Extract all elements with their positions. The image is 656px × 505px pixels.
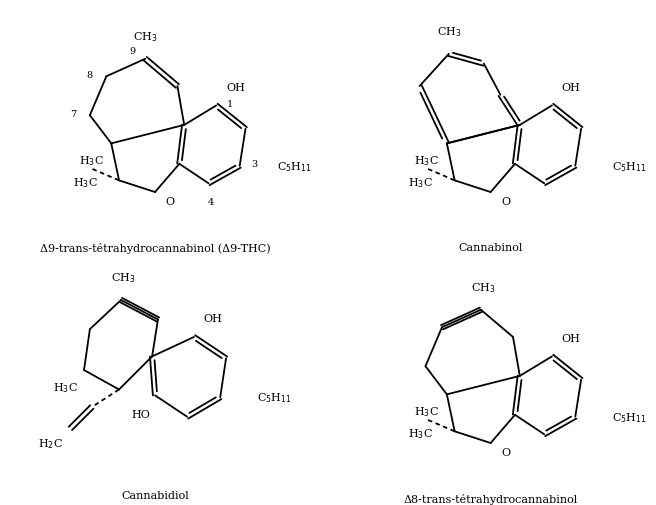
Text: CH$_3$: CH$_3$ — [436, 25, 461, 39]
Text: Cannabinol: Cannabinol — [459, 242, 523, 252]
Text: H$_3$C: H$_3$C — [408, 176, 433, 190]
Text: C$_5$H$_{11}$: C$_5$H$_{11}$ — [612, 160, 647, 173]
Text: Δ9-trans-tétrahydrocannabinol (Δ9-THC): Δ9-trans-tétrahydrocannabinol (Δ9-THC) — [40, 242, 270, 253]
Text: CH$_3$: CH$_3$ — [470, 281, 495, 294]
Text: Cannabidiol: Cannabidiol — [121, 490, 189, 500]
Text: OH: OH — [203, 314, 222, 324]
Text: Δ8-trans-tétrahydrocannabinol: Δ8-trans-tétrahydrocannabinol — [403, 493, 578, 503]
Text: 9: 9 — [129, 47, 136, 56]
Text: 1: 1 — [227, 100, 234, 109]
Text: OH: OH — [226, 83, 245, 92]
Text: H$_3$C: H$_3$C — [414, 404, 439, 418]
Text: H$_3$C: H$_3$C — [53, 381, 78, 394]
Text: 4: 4 — [207, 197, 214, 207]
Text: O: O — [166, 196, 175, 207]
Text: O: O — [501, 196, 510, 207]
Text: 8: 8 — [87, 71, 92, 80]
Text: CH$_3$: CH$_3$ — [111, 271, 135, 285]
Text: O: O — [501, 447, 510, 457]
Text: 7: 7 — [70, 110, 76, 119]
Text: H$_3$C: H$_3$C — [73, 176, 98, 190]
Text: H$_3$C: H$_3$C — [408, 427, 433, 440]
Text: C$_5$H$_{11}$: C$_5$H$_{11}$ — [257, 390, 292, 405]
Text: C$_5$H$_{11}$: C$_5$H$_{11}$ — [612, 410, 647, 424]
Text: H$_3$C: H$_3$C — [79, 154, 104, 167]
Text: OH: OH — [562, 83, 581, 92]
Text: 3: 3 — [251, 160, 258, 169]
Text: HO: HO — [131, 409, 150, 419]
Text: CH$_3$: CH$_3$ — [133, 30, 157, 44]
Text: H$_2$C: H$_2$C — [37, 436, 62, 450]
Text: H$_3$C: H$_3$C — [414, 154, 439, 167]
Text: OH: OH — [562, 333, 581, 343]
Text: C$_5$H$_{11}$: C$_5$H$_{11}$ — [277, 160, 312, 173]
